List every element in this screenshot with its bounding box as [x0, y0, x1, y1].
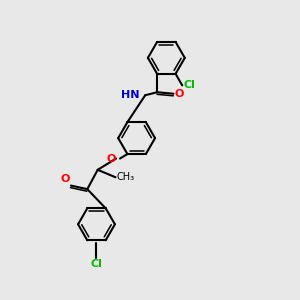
Text: HN: HN	[122, 90, 140, 100]
Text: O: O	[175, 89, 184, 99]
Text: CH₃: CH₃	[117, 172, 135, 182]
Text: Cl: Cl	[91, 259, 102, 269]
Text: O: O	[60, 174, 70, 184]
Text: O: O	[107, 154, 116, 164]
Text: Cl: Cl	[183, 80, 195, 90]
